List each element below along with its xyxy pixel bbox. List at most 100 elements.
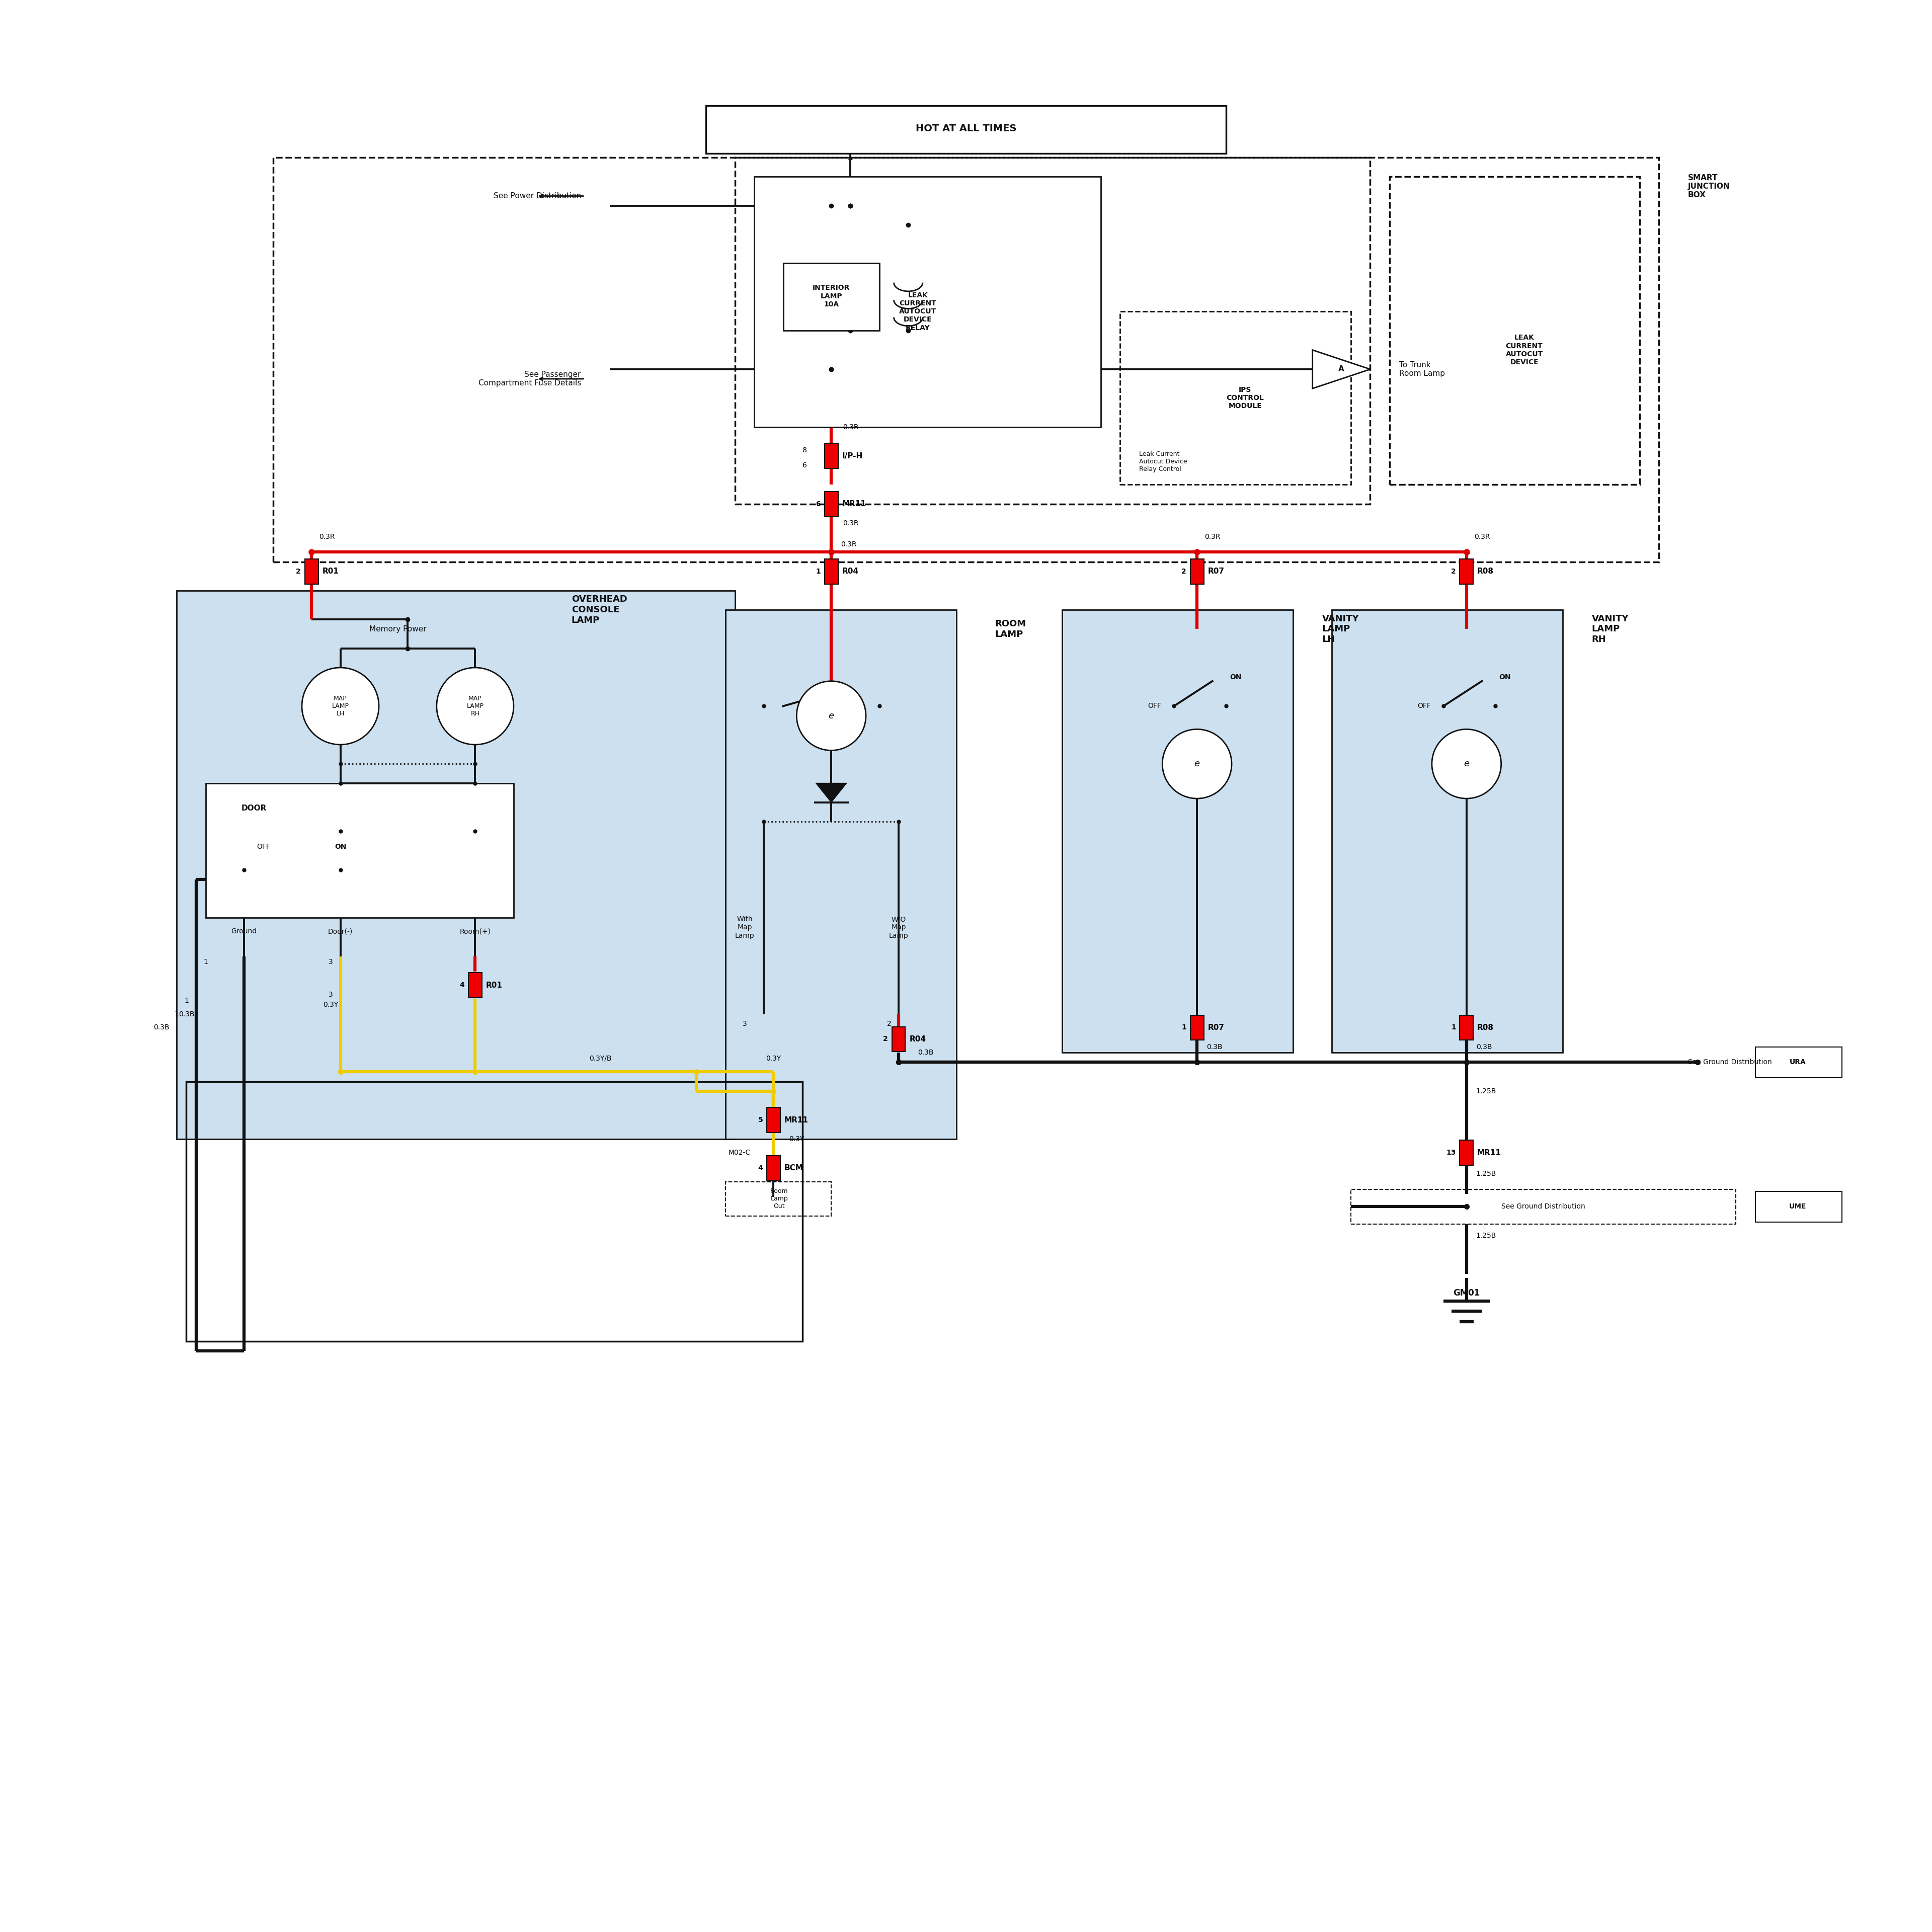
Polygon shape bbox=[815, 782, 846, 802]
Text: 1: 1 bbox=[184, 997, 189, 1005]
Bar bbox=[1461, 1014, 1474, 1039]
Bar bbox=[1461, 558, 1474, 583]
Text: 3: 3 bbox=[742, 1020, 748, 1028]
Text: See Power Distribution: See Power Distribution bbox=[493, 191, 582, 199]
Text: 1: 1 bbox=[174, 1010, 180, 1018]
Text: 0.3R: 0.3R bbox=[842, 423, 858, 431]
Bar bbox=[1350, 1190, 1737, 1225]
Polygon shape bbox=[1312, 350, 1370, 388]
Text: UME: UME bbox=[1789, 1204, 1806, 1209]
Text: R08: R08 bbox=[1478, 1024, 1493, 1032]
Text: With
Map
Lamp: With Map Lamp bbox=[734, 916, 753, 939]
Text: 0.3B: 0.3B bbox=[918, 1049, 933, 1057]
Text: Leak Current
Autocut Device
Relay Control: Leak Current Autocut Device Relay Contro… bbox=[1140, 450, 1188, 473]
Text: 4: 4 bbox=[460, 981, 464, 989]
Bar bbox=[1121, 311, 1350, 485]
Text: R07: R07 bbox=[1208, 568, 1225, 576]
Text: Room
Lamp
Out: Room Lamp Out bbox=[771, 1188, 788, 1209]
Text: 8: 8 bbox=[802, 446, 808, 454]
Text: 0.3Y: 0.3Y bbox=[788, 1136, 804, 1142]
Text: 0.3B: 0.3B bbox=[1476, 1043, 1492, 1051]
Bar bbox=[825, 491, 838, 516]
Bar bbox=[176, 591, 734, 1140]
Bar bbox=[1331, 611, 1563, 1053]
Text: R08: R08 bbox=[1478, 568, 1493, 576]
Bar bbox=[1756, 1192, 1841, 1223]
Text: R07: R07 bbox=[1208, 1024, 1225, 1032]
Text: OFF: OFF bbox=[1148, 703, 1161, 709]
Text: 4: 4 bbox=[757, 1165, 763, 1171]
Bar bbox=[1756, 1047, 1841, 1078]
Text: 0.3Y: 0.3Y bbox=[323, 1001, 338, 1009]
Text: e: e bbox=[1464, 759, 1470, 769]
Text: ON: ON bbox=[334, 842, 346, 850]
Text: BCM: BCM bbox=[784, 1165, 804, 1173]
Circle shape bbox=[301, 668, 379, 744]
Text: 6: 6 bbox=[802, 462, 808, 469]
Text: 2: 2 bbox=[887, 1020, 891, 1028]
Bar bbox=[1389, 176, 1640, 485]
Text: MAP
LAMP
LH: MAP LAMP LH bbox=[332, 696, 350, 717]
Bar bbox=[185, 1082, 802, 1341]
Text: R04: R04 bbox=[910, 1036, 925, 1043]
Text: MR11: MR11 bbox=[842, 500, 866, 508]
Text: 3: 3 bbox=[328, 958, 332, 966]
Text: 0.3Y/B: 0.3Y/B bbox=[589, 1055, 611, 1063]
Text: LEAK
CURRENT
AUTOCUT
DEVICE
RELAY: LEAK CURRENT AUTOCUT DEVICE RELAY bbox=[898, 292, 937, 330]
Bar bbox=[767, 1107, 781, 1132]
Text: GM01: GM01 bbox=[1453, 1289, 1480, 1298]
Bar bbox=[1063, 611, 1293, 1053]
Text: 0.3B: 0.3B bbox=[153, 1024, 170, 1032]
Text: ON: ON bbox=[1229, 674, 1242, 680]
Circle shape bbox=[437, 668, 514, 744]
Text: SMART
JUNCTION
BOX: SMART JUNCTION BOX bbox=[1689, 174, 1729, 199]
Bar bbox=[825, 558, 838, 583]
Bar bbox=[782, 263, 879, 330]
Text: 2: 2 bbox=[1451, 568, 1457, 576]
Text: ON: ON bbox=[1499, 674, 1511, 680]
Text: ROOM
LAMP: ROOM LAMP bbox=[995, 620, 1026, 639]
Text: 0.3Y: 0.3Y bbox=[765, 1055, 781, 1063]
Circle shape bbox=[1163, 728, 1233, 798]
Text: 5: 5 bbox=[757, 1117, 763, 1124]
Bar bbox=[725, 1182, 831, 1217]
Bar bbox=[893, 1026, 906, 1051]
Text: 6: 6 bbox=[815, 500, 821, 508]
Text: VANITY
LAMP
RH: VANITY LAMP RH bbox=[1592, 614, 1629, 643]
Bar bbox=[1461, 1140, 1474, 1165]
Text: 1.25B: 1.25B bbox=[1476, 1233, 1497, 1238]
Bar bbox=[825, 442, 838, 468]
Bar bbox=[1190, 558, 1204, 583]
Bar bbox=[725, 611, 956, 1140]
Bar bbox=[1190, 1014, 1204, 1039]
Text: 1: 1 bbox=[1182, 1024, 1186, 1032]
Text: I/P-H: I/P-H bbox=[842, 452, 862, 460]
Text: 1.25B: 1.25B bbox=[1476, 1171, 1497, 1177]
Text: 1: 1 bbox=[815, 568, 821, 576]
Bar bbox=[468, 972, 481, 997]
Text: DOOR: DOOR bbox=[242, 804, 267, 811]
Bar bbox=[734, 158, 1370, 504]
Text: MAP
LAMP
RH: MAP LAMP RH bbox=[466, 696, 483, 717]
Text: A: A bbox=[1339, 365, 1345, 373]
Text: MR11: MR11 bbox=[1478, 1150, 1501, 1157]
Text: R01: R01 bbox=[485, 981, 502, 989]
Text: See Ground Distribution: See Ground Distribution bbox=[1501, 1204, 1586, 1209]
Text: Ground: Ground bbox=[232, 927, 257, 935]
Text: W/O
Map
Lamp: W/O Map Lamp bbox=[889, 916, 908, 939]
Bar bbox=[305, 558, 319, 583]
Text: Room(+): Room(+) bbox=[460, 927, 491, 935]
Text: 0.3B: 0.3B bbox=[1208, 1043, 1223, 1051]
Text: Memory Power: Memory Power bbox=[369, 626, 427, 634]
Text: 0.3R: 0.3R bbox=[1206, 533, 1221, 541]
Text: e: e bbox=[1194, 759, 1200, 769]
Text: LEAK
CURRENT
AUTOCUT
DEVICE: LEAK CURRENT AUTOCUT DEVICE bbox=[1505, 334, 1544, 365]
Text: MR11: MR11 bbox=[784, 1117, 808, 1124]
Text: e: e bbox=[829, 711, 835, 721]
Text: OFF: OFF bbox=[1418, 703, 1432, 709]
Bar bbox=[272, 158, 1660, 562]
Text: 13: 13 bbox=[1447, 1150, 1457, 1155]
Bar bbox=[767, 1155, 781, 1180]
Circle shape bbox=[1432, 728, 1501, 798]
Bar bbox=[205, 782, 514, 918]
